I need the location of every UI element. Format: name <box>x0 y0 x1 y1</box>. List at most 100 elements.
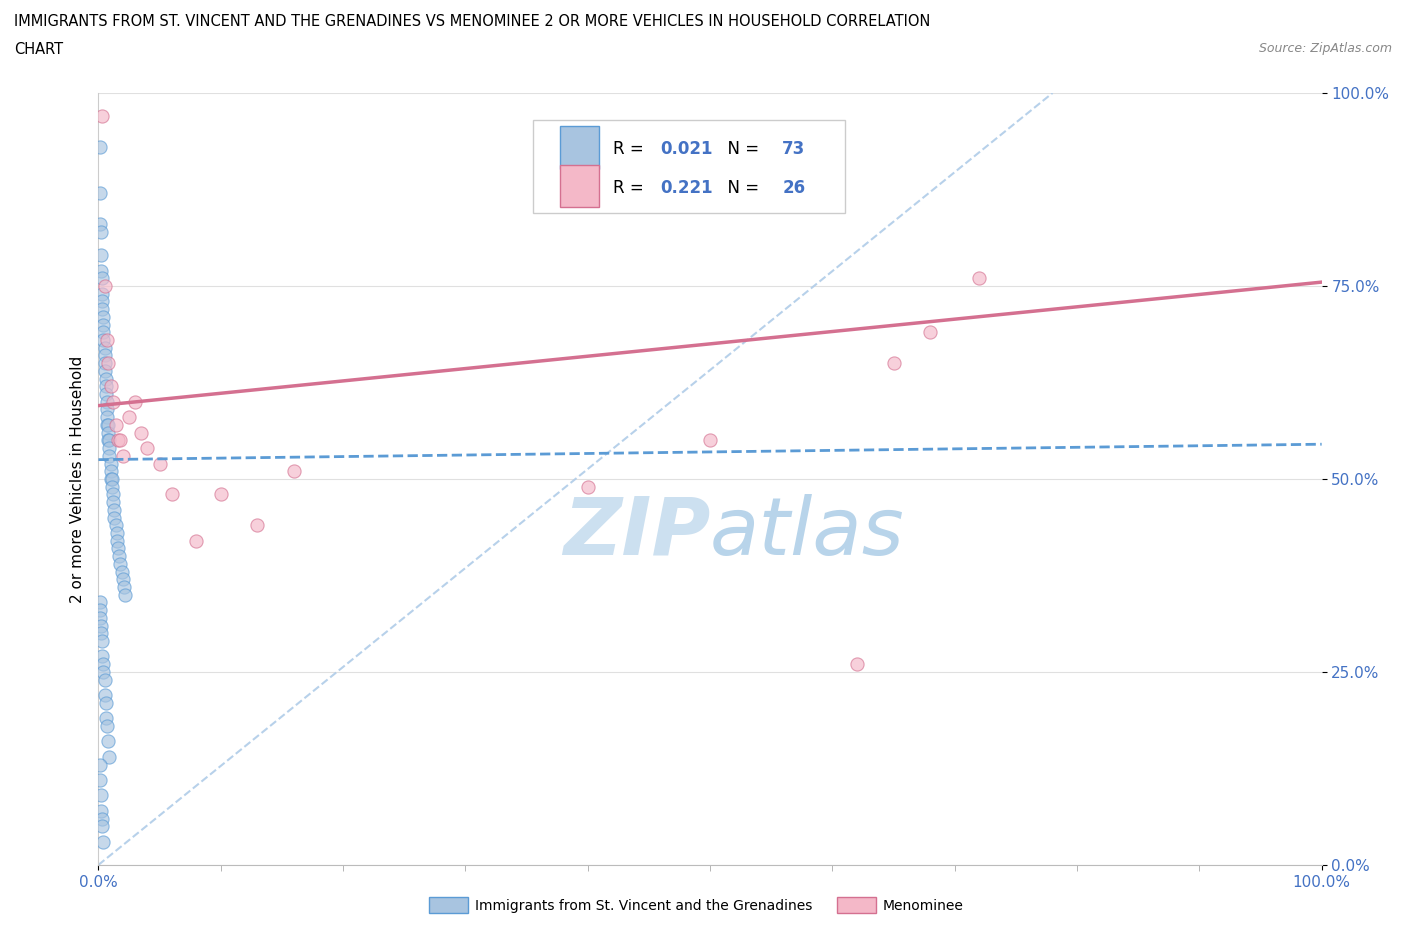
Point <box>91 294 114 309</box>
Point <box>114 588 136 603</box>
Point <box>91 649 114 664</box>
Point <box>129 425 152 440</box>
Point <box>883 356 905 371</box>
Point <box>89 610 111 625</box>
Point <box>90 788 112 803</box>
Point <box>89 140 111 154</box>
Point <box>108 549 131 564</box>
Point <box>94 711 117 725</box>
Text: 0.021: 0.021 <box>659 140 713 158</box>
Point <box>112 579 135 594</box>
Point <box>107 541 129 556</box>
Point <box>89 186 111 201</box>
Point <box>104 418 127 432</box>
Point <box>110 556 132 571</box>
Point <box>93 348 115 363</box>
Point <box>96 333 118 348</box>
Point <box>96 418 118 432</box>
Point <box>111 565 134 579</box>
Point <box>136 441 159 456</box>
Point <box>101 479 124 494</box>
Point <box>97 433 120 448</box>
Text: 73: 73 <box>782 140 806 158</box>
Point <box>89 757 111 772</box>
Point <box>97 356 120 371</box>
Point <box>89 595 111 610</box>
Point <box>91 271 114 286</box>
Point <box>91 109 114 124</box>
Point <box>103 510 125 525</box>
Point <box>101 394 124 409</box>
Text: N =: N = <box>717 140 765 158</box>
Point <box>90 626 112 641</box>
Point <box>845 657 868 671</box>
Point <box>100 379 122 393</box>
Point <box>93 364 115 379</box>
Point <box>920 325 942 339</box>
Text: atlas: atlas <box>710 494 905 572</box>
Point <box>89 603 111 618</box>
Text: IMMIGRANTS FROM ST. VINCENT AND THE GRENADINES VS MENOMINEE 2 OR MORE VEHICLES I: IMMIGRANTS FROM ST. VINCENT AND THE GREN… <box>14 14 931 29</box>
Point <box>93 672 115 687</box>
Text: N =: N = <box>717 179 765 197</box>
Point <box>93 356 115 371</box>
Text: ZIP: ZIP <box>562 494 710 572</box>
Point <box>91 317 114 332</box>
Point <box>101 487 124 502</box>
Point <box>111 448 134 463</box>
Point <box>100 456 122 471</box>
Point <box>118 410 141 425</box>
Text: Immigrants from St. Vincent and the Grenadines: Immigrants from St. Vincent and the Gren… <box>475 898 813 913</box>
Point <box>91 633 114 648</box>
Point <box>91 811 114 826</box>
Point <box>91 657 114 671</box>
Point <box>105 525 128 540</box>
Point <box>90 263 112 278</box>
Point <box>100 464 122 479</box>
Point <box>124 394 146 409</box>
Point <box>149 456 172 471</box>
Point <box>94 371 117 386</box>
Point <box>91 834 114 849</box>
FancyBboxPatch shape <box>560 165 599 207</box>
Point <box>103 502 125 517</box>
Point <box>98 441 121 456</box>
FancyBboxPatch shape <box>560 126 599 168</box>
Text: 0.221: 0.221 <box>659 179 713 197</box>
Y-axis label: 2 or more Vehicles in Household: 2 or more Vehicles in Household <box>69 355 84 603</box>
Point <box>246 518 269 533</box>
Point <box>209 487 232 502</box>
Point <box>94 387 117 402</box>
FancyBboxPatch shape <box>533 120 845 213</box>
Point <box>91 333 114 348</box>
Point <box>111 572 134 587</box>
Point <box>576 479 599 494</box>
Point <box>699 433 721 448</box>
Point <box>104 518 127 533</box>
Point <box>100 472 122 486</box>
Text: Menominee: Menominee <box>883 898 965 913</box>
Point <box>160 487 183 502</box>
Point <box>96 394 118 409</box>
Point <box>89 773 111 788</box>
Point <box>91 325 114 339</box>
Point <box>107 433 129 448</box>
Point <box>105 533 128 548</box>
Point <box>110 433 132 448</box>
Point <box>96 402 118 417</box>
Point <box>96 410 118 425</box>
Point <box>96 719 118 734</box>
Point <box>91 301 114 316</box>
Point <box>97 418 120 432</box>
Point <box>93 340 115 355</box>
Point <box>283 464 305 479</box>
Text: CHART: CHART <box>14 42 63 57</box>
Point <box>101 495 124 510</box>
Text: Source: ZipAtlas.com: Source: ZipAtlas.com <box>1258 42 1392 55</box>
Point <box>91 286 114 301</box>
Point <box>90 618 112 633</box>
Text: R =: R = <box>613 179 650 197</box>
Point <box>90 224 112 239</box>
Point <box>94 379 117 393</box>
Point <box>186 533 208 548</box>
